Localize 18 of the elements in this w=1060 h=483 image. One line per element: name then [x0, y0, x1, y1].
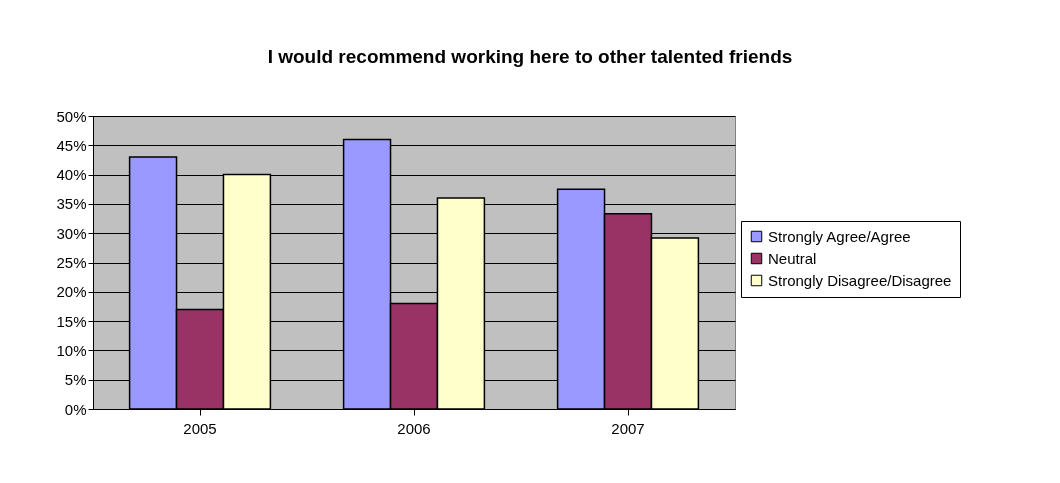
y-tick-label: 35% [56, 195, 87, 213]
chart-title: I would recommend working here to other talented friends [267, 46, 793, 67]
y-tick-label: 20% [56, 283, 87, 301]
y-tick-label: 30% [56, 224, 87, 242]
y-tick-label: 0% [64, 400, 87, 418]
x-tick-label: 2007 [611, 419, 645, 437]
legend-label: Neutral [768, 249, 817, 267]
y-tick-label: 15% [56, 312, 87, 330]
y-tick-label: 40% [56, 166, 87, 184]
y-tick-label: 50% [56, 107, 87, 125]
y-tick-label: 45% [56, 136, 87, 154]
y-tick-label: 5% [64, 371, 87, 389]
y-tick-label: 10% [56, 341, 87, 359]
y-tick-label: 25% [56, 254, 87, 271]
x-tick-label: 2006 [397, 419, 431, 437]
legend-label: Strongly Disagree/Disagree [768, 271, 952, 289]
x-tick-label: 2005 [183, 419, 217, 437]
legend-label: Strongly Agree/Agree [768, 227, 911, 245]
